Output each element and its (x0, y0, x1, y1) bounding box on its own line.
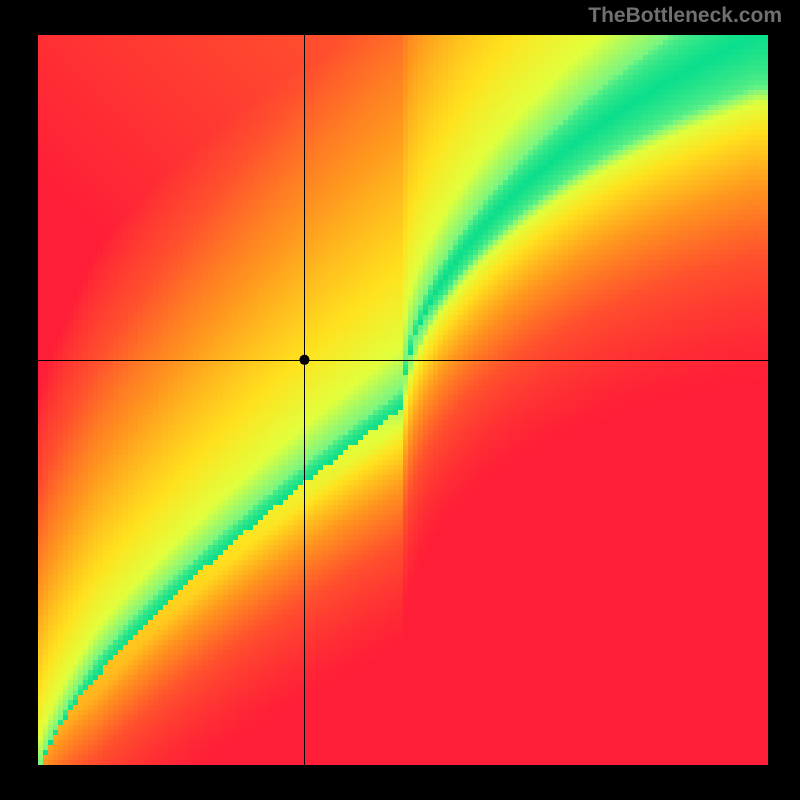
watermark-text: TheBottleneck.com (588, 4, 782, 28)
chart-container: TheBottleneck.com (0, 0, 800, 800)
bottleneck-heatmap-chart (0, 0, 800, 800)
